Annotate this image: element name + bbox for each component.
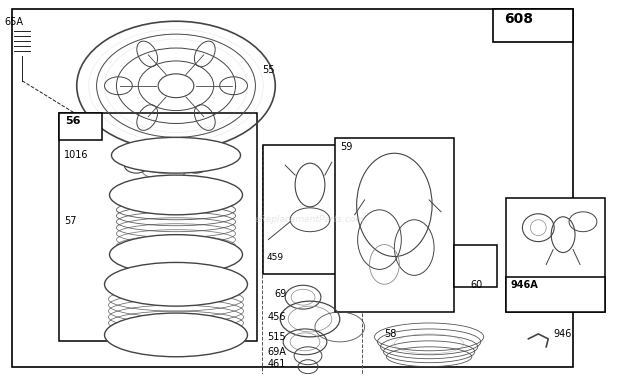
Text: 1016: 1016 bbox=[64, 150, 88, 160]
Text: 69: 69 bbox=[274, 289, 286, 299]
Text: 946: 946 bbox=[553, 329, 572, 339]
Text: 69A: 69A bbox=[267, 347, 286, 357]
Ellipse shape bbox=[105, 262, 247, 306]
Ellipse shape bbox=[110, 235, 242, 274]
Text: 58: 58 bbox=[384, 329, 397, 339]
Bar bbox=[59, 112, 257, 341]
Text: 56: 56 bbox=[65, 116, 81, 126]
Bar bbox=[454, 244, 497, 287]
Bar bbox=[335, 138, 454, 312]
Text: 461: 461 bbox=[267, 359, 286, 369]
Text: 59: 59 bbox=[340, 142, 352, 152]
Text: 65A: 65A bbox=[4, 17, 24, 27]
Bar bbox=[262, 146, 361, 375]
Text: 459: 459 bbox=[267, 252, 283, 261]
Bar bbox=[59, 112, 102, 140]
Ellipse shape bbox=[105, 313, 247, 357]
Bar bbox=[264, 146, 361, 274]
Text: 946A: 946A bbox=[510, 280, 538, 290]
Text: 608: 608 bbox=[504, 12, 533, 26]
Text: eReplacementParts.com: eReplacementParts.com bbox=[255, 215, 365, 224]
Text: 456: 456 bbox=[267, 312, 286, 322]
Ellipse shape bbox=[112, 137, 241, 173]
Text: 60: 60 bbox=[471, 280, 483, 290]
Ellipse shape bbox=[110, 175, 242, 215]
Text: 55: 55 bbox=[262, 65, 275, 75]
Bar bbox=[505, 278, 604, 312]
Bar bbox=[505, 198, 604, 312]
Text: 57: 57 bbox=[64, 216, 76, 226]
Text: 515: 515 bbox=[267, 332, 286, 342]
Bar bbox=[493, 9, 573, 42]
